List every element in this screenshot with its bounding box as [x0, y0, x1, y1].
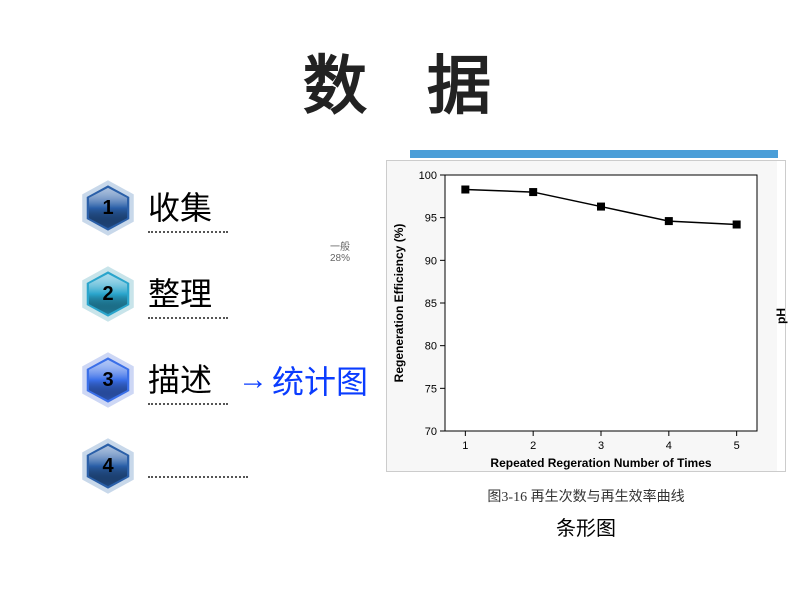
hex-badge: 4 — [80, 438, 136, 494]
list-item: 4 — [80, 438, 368, 494]
item-label: 收集 — [148, 183, 228, 233]
list-item: 1 收集 — [80, 180, 368, 236]
list-item: 2 整理 — [80, 266, 368, 322]
svg-text:4: 4 — [666, 440, 672, 452]
svg-text:100: 100 — [419, 170, 437, 182]
svg-text:95: 95 — [425, 213, 437, 225]
hex-number: 3 — [80, 352, 136, 408]
chart-container: 70 75 80 85 90 95 100 1 2 3 4 5 Repeated Regeration … — [386, 150, 786, 541]
chart-header-bar — [410, 150, 778, 158]
regeneration-chart: 70 75 80 85 90 95 100 1 2 3 4 5 Repeated Regeration … — [387, 161, 777, 471]
chart-subcaption: 条形图 — [386, 512, 786, 541]
arrow-icon: → — [238, 363, 268, 397]
hex-number: 1 — [80, 180, 136, 236]
svg-text:1: 1 — [462, 440, 468, 452]
item-label: 整理 — [148, 269, 228, 319]
hex-number: 4 — [80, 438, 136, 494]
svg-text:Regeneration Efficiency (%): Regeneration Efficiency (%) — [392, 224, 406, 383]
chart-caption: 图3-16 再生次数与再生效率曲线 — [386, 486, 786, 506]
svg-text:90: 90 — [425, 255, 437, 267]
item-label-empty — [148, 454, 248, 478]
hex-badge: 2 — [80, 266, 136, 322]
chart-box: 70 75 80 85 90 95 100 1 2 3 4 5 Repeated Regeration … — [386, 160, 786, 472]
item-label: 描述 — [148, 355, 228, 405]
ph-axis-label: pH — [774, 308, 788, 324]
side-note-line2: 28% — [330, 253, 350, 264]
page-title: 数据 — [0, 35, 794, 127]
hex-badge: 3 — [80, 352, 136, 408]
stat-label: 统计图 — [272, 357, 368, 403]
svg-text:85: 85 — [425, 298, 437, 310]
hex-badge: 1 — [80, 180, 136, 236]
step-list: 1 收集 2 整理 3 描述 → 统计图 — [80, 180, 368, 524]
svg-text:Repeated Regeration Number of: Repeated Regeration Number of Times — [490, 456, 711, 470]
svg-text:80: 80 — [425, 341, 437, 353]
svg-text:70: 70 — [425, 426, 437, 438]
hex-number: 2 — [80, 266, 136, 322]
svg-text:3: 3 — [598, 440, 604, 452]
side-note: 一般 28% — [330, 242, 350, 264]
svg-text:2: 2 — [530, 440, 536, 452]
side-note-line1: 一般 — [330, 242, 350, 253]
svg-text:75: 75 — [425, 383, 437, 395]
list-item: 3 描述 → 统计图 — [80, 352, 368, 408]
svg-text:5: 5 — [734, 440, 740, 452]
